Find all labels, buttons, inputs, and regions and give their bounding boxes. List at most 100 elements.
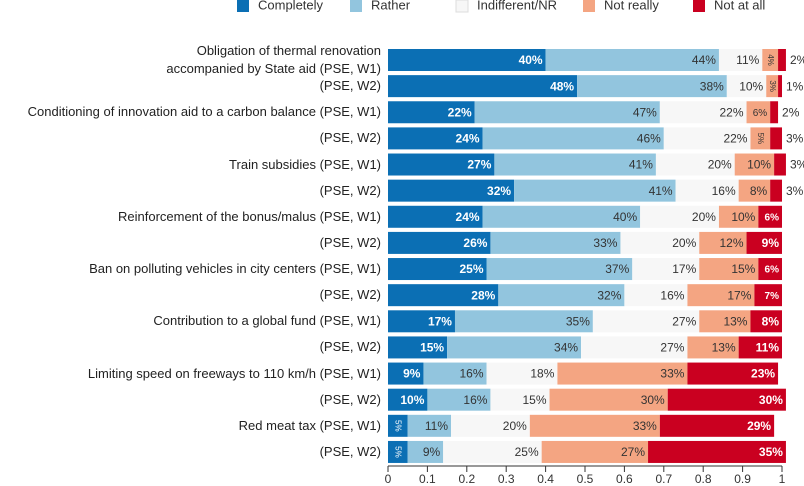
bar-segment: [770, 101, 779, 124]
x-tick-label: 0.2: [458, 472, 475, 486]
legend-label: Completely: [258, 0, 324, 12]
value-label: 12%: [720, 236, 744, 250]
value-label: 11%: [736, 53, 759, 67]
x-tick-label: 1: [779, 472, 786, 486]
value-label: 6%: [753, 108, 768, 119]
value-label: 46%: [637, 132, 661, 146]
bar-segment: [388, 310, 455, 333]
bar-segment: [718, 49, 763, 71]
bar-segment: [699, 310, 751, 333]
bar-segment: [388, 205, 483, 228]
value-label: 35%: [566, 314, 590, 328]
value-label: 30%: [641, 393, 665, 407]
legend-swatch: [693, 0, 705, 12]
value-label: 26%: [463, 236, 487, 250]
bar-segment: [388, 75, 578, 98]
value-label: 10%: [731, 210, 755, 224]
value-label: 22%: [723, 132, 747, 146]
bar-segment: [482, 127, 664, 150]
value-label: 3%: [786, 184, 804, 198]
category-label: (PSE, W2): [319, 130, 381, 146]
bar-segment: [699, 258, 759, 281]
bar-segment: [624, 284, 688, 307]
category-label: Limiting speed on freeways to 110 km/h (…: [87, 365, 381, 381]
bar-segment: [423, 362, 487, 385]
bar-segment: [427, 388, 491, 411]
category-label: Ban on polluting vehicles in city center…: [89, 261, 381, 277]
value-label: 5%: [756, 133, 765, 145]
bar-segment: [388, 284, 499, 307]
value-label: 2%: [782, 105, 800, 119]
legend-swatch: [583, 0, 595, 12]
value-label: 17%: [727, 288, 751, 302]
value-label: 10%: [747, 158, 771, 172]
value-label: 15%: [420, 341, 444, 355]
value-label: 25%: [515, 445, 539, 459]
bar-segment: [549, 388, 668, 411]
value-label: 35%: [759, 445, 783, 459]
x-tick-label: 0.1: [419, 472, 436, 486]
value-label: 44%: [692, 53, 716, 67]
value-label: 16%: [712, 184, 736, 198]
value-label: 13%: [723, 314, 747, 328]
bar-segment: [746, 231, 782, 254]
value-label: 8%: [750, 184, 768, 198]
x-tick-label: 0.4: [537, 472, 554, 486]
bar-segment: [675, 179, 739, 202]
category-label: (PSE, W2): [319, 78, 381, 94]
bar-segment: [581, 336, 688, 359]
bar-segment: [738, 179, 771, 202]
value-label: 5%: [394, 446, 403, 458]
category-label: (PSE, W2): [319, 234, 381, 250]
value-label: 3%: [786, 132, 804, 146]
x-tick-label: 0.7: [655, 472, 672, 486]
value-label: 3%: [768, 80, 777, 92]
bar-segment: [770, 179, 782, 202]
value-label: 27%: [467, 158, 491, 172]
bar-segment: [388, 179, 515, 202]
bar-segment: [754, 284, 782, 307]
value-label: 30%: [759, 393, 783, 407]
value-label: 6%: [765, 212, 780, 223]
value-label: 23%: [751, 367, 775, 381]
legend-swatch: [237, 0, 249, 12]
bar-segment: [388, 440, 408, 463]
value-label: 4%: [766, 54, 775, 66]
bar-segment: [388, 414, 408, 437]
value-label: 8%: [762, 314, 780, 328]
legend-label: Not really: [604, 0, 659, 12]
value-label: 16%: [459, 367, 483, 381]
value-label: 17%: [672, 262, 696, 276]
x-tick-label: 0.5: [577, 472, 594, 486]
legend-label: Rather: [371, 0, 411, 12]
value-label: 22%: [720, 105, 744, 119]
value-label: 41%: [629, 158, 653, 172]
value-label: 15%: [523, 393, 547, 407]
bar-segment: [640, 205, 719, 228]
bar-segment: [451, 414, 530, 437]
bar-segment: [762, 49, 779, 71]
bar-segment: [750, 127, 771, 150]
category-label: (PSE, W2): [319, 443, 381, 459]
bar-segment: [758, 205, 782, 228]
value-label: 6%: [765, 265, 780, 276]
value-label: 20%: [503, 419, 527, 433]
value-label: 5%: [394, 420, 403, 432]
bar-segment: [447, 336, 582, 359]
bar-segment: [687, 284, 755, 307]
value-label: 16%: [463, 393, 487, 407]
value-label: 9%: [423, 445, 441, 459]
value-label: 15%: [731, 262, 755, 276]
bar-segment: [388, 231, 491, 254]
category-label: (PSE, W2): [319, 182, 381, 198]
bar-segment: [490, 231, 621, 254]
value-label: 40%: [613, 210, 637, 224]
bar-segment: [498, 284, 625, 307]
bar-segment: [388, 49, 546, 71]
bar-segment: [486, 362, 558, 385]
bar-segment: [545, 49, 719, 71]
value-label: 38%: [700, 79, 724, 93]
category-label: (PSE, W2): [319, 391, 381, 407]
value-label: 40%: [519, 53, 543, 67]
